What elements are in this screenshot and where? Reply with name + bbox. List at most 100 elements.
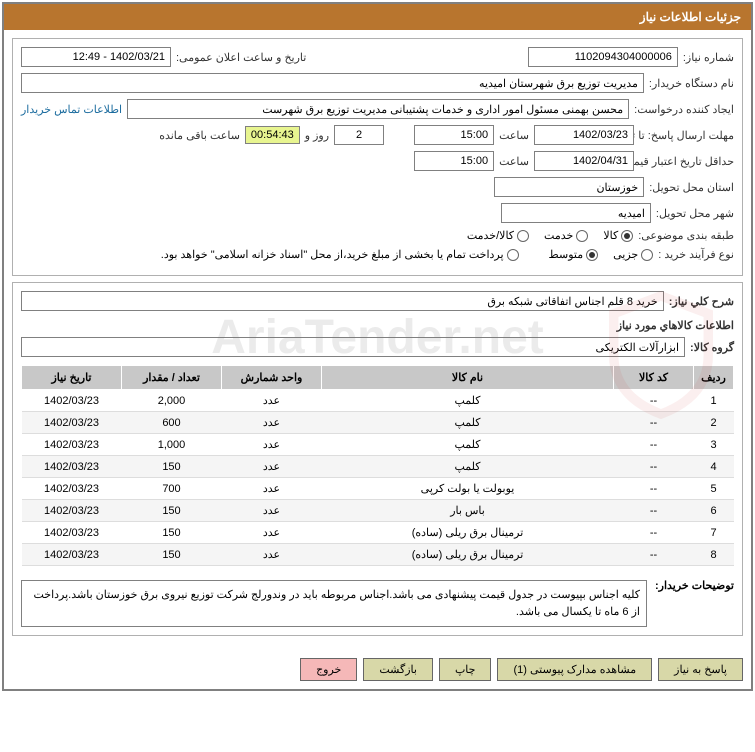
group-label: گروه کالا:: [690, 341, 734, 354]
table-cell: 1402/03/23: [22, 522, 122, 544]
table-cell: عدد: [222, 434, 322, 456]
time-label-2: ساعت: [499, 155, 529, 168]
table-cell: کلمپ: [322, 390, 614, 412]
credit-label: حداقل تاریخ اعتبار قیمت: تا تاریخ:: [639, 155, 734, 168]
th-date: تاریخ نیاز: [22, 366, 122, 390]
contact-link[interactable]: اطلاعات تماس خریدار: [21, 103, 122, 116]
table-cell: 2: [694, 412, 734, 434]
radio-icon: [641, 249, 653, 261]
buyer-dev-label: نام دستگاه خریدار:: [649, 77, 734, 90]
table-cell: 150: [122, 500, 222, 522]
radio-kala[interactable]: کالا: [603, 229, 633, 242]
notes-field: کلیه اجناس بپیوست در جدول قیمت پیشنهادی …: [21, 580, 647, 627]
table-cell: 2,000: [122, 390, 222, 412]
radio-medium[interactable]: متوسط: [549, 248, 599, 261]
print-button[interactable]: چاپ: [439, 658, 492, 681]
radio-icon: [507, 249, 519, 261]
radio-icon: [517, 230, 529, 242]
radio-icon: [586, 249, 598, 261]
table-cell: 1402/03/23: [22, 478, 122, 500]
table-cell: عدد: [222, 544, 322, 566]
exit-button[interactable]: خروج: [300, 658, 357, 681]
table-cell: عدد: [222, 478, 322, 500]
table-cell: 1402/03/23: [22, 390, 122, 412]
credit-time-field: 15:00: [414, 151, 494, 171]
table-row: 8--ترمینال برق ریلی (ساده)عدد1501402/03/…: [22, 544, 734, 566]
announce-label: تاریخ و ساعت اعلان عمومی:: [176, 51, 306, 64]
main-form-section: شماره نیاز: 1102094304000006 تاریخ و ساع…: [12, 38, 743, 276]
th-unit: واحد شمارش: [222, 366, 322, 390]
table-cell: عدد: [222, 522, 322, 544]
deadline-label: مهلت ارسال پاسخ: تا تاریخ:: [639, 129, 734, 142]
credit-date-field: 1402/04/31: [534, 151, 634, 171]
goods-table: ردیف کد کالا نام کالا واحد شمارش تعداد /…: [21, 365, 734, 566]
goods-info-title: اطلاعات کالاهاي مورد نياز: [21, 319, 734, 332]
th-row: ردیف: [694, 366, 734, 390]
table-cell: 4: [694, 456, 734, 478]
th-code: کد کالا: [614, 366, 694, 390]
radio-icon: [576, 230, 588, 242]
table-cell: 1,000: [122, 434, 222, 456]
table-row: 1--کلمپعدد2,0001402/03/23: [22, 390, 734, 412]
table-cell: --: [614, 500, 694, 522]
table-cell: عدد: [222, 500, 322, 522]
deadline-date-field: 1402/03/23: [534, 125, 634, 145]
table-cell: 150: [122, 456, 222, 478]
city-field: امیدیه: [501, 203, 651, 223]
table-row: 2--کلمپعدد6001402/03/23: [22, 412, 734, 434]
radio-khedmat[interactable]: خدمت: [544, 229, 588, 242]
table-cell: 1: [694, 390, 734, 412]
checkbox-payment[interactable]: پرداخت تمام يا بخشی از مبلغ خريد،از محل …: [161, 248, 519, 261]
deadline-time-field: 15:00: [414, 125, 494, 145]
table-cell: باس بار: [322, 500, 614, 522]
table-cell: عدد: [222, 390, 322, 412]
buyer-dev-field: مدیریت توزیع برق شهرستان امیدیه: [21, 73, 644, 93]
requester-label: ایجاد کننده درخواست:: [634, 103, 734, 116]
countdown-timer: 00:54:43: [245, 126, 300, 144]
respond-button[interactable]: پاسخ به نیاز: [658, 658, 743, 681]
table-cell: 150: [122, 522, 222, 544]
table-cell: --: [614, 434, 694, 456]
th-qty: تعداد / مقدار: [122, 366, 222, 390]
table-cell: کلمپ: [322, 434, 614, 456]
table-cell: --: [614, 456, 694, 478]
summary-field: خرید 8 قلم اجناس اتفاقاتی شبکه برق: [21, 291, 664, 311]
back-button[interactable]: بازگشت: [363, 658, 433, 681]
table-cell: --: [614, 390, 694, 412]
table-cell: کلمپ: [322, 412, 614, 434]
attachments-button[interactable]: مشاهده مدارک پیوستی (1): [497, 658, 652, 681]
requester-field: محسن بهمنی مسئول امور اداری و خدمات پشتی…: [127, 99, 629, 119]
table-cell: عدد: [222, 412, 322, 434]
radio-kalakhedmat[interactable]: کالا/خدمت: [467, 229, 529, 242]
province-field: خوزستان: [494, 177, 644, 197]
goods-section: شرح کلي نياز: خرید 8 قلم اجناس اتفاقاتی …: [12, 282, 743, 636]
summary-label: شرح کلي نياز:: [669, 295, 734, 308]
table-cell: 3: [694, 434, 734, 456]
table-cell: 1402/03/23: [22, 500, 122, 522]
table-cell: 6: [694, 500, 734, 522]
table-cell: --: [614, 544, 694, 566]
radio-icon: [621, 230, 633, 242]
radio-kala-label: کالا: [603, 229, 618, 242]
days-field: 2: [334, 125, 384, 145]
table-cell: 1402/03/23: [22, 434, 122, 456]
time-label-1: ساعت: [499, 129, 529, 142]
table-cell: 7: [694, 522, 734, 544]
radio-medium-label: متوسط: [549, 248, 584, 261]
table-cell: 150: [122, 544, 222, 566]
table-row: 7--ترمینال برق ریلی (ساده)عدد1501402/03/…: [22, 522, 734, 544]
need-no-label: شماره نیاز:: [683, 51, 734, 64]
days-label: روز و: [305, 129, 329, 142]
category-label: طبقه بندی موضوعی:: [638, 229, 734, 242]
table-cell: ترمینال برق ریلی (ساده): [322, 544, 614, 566]
province-label: استان محل تحویل:: [649, 181, 734, 194]
table-cell: --: [614, 412, 694, 434]
table-row: 4--کلمپعدد1501402/03/23: [22, 456, 734, 478]
radio-small[interactable]: جزیی: [613, 248, 653, 261]
table-cell: کلمپ: [322, 456, 614, 478]
process-label: نوع فرآیند خرید :: [658, 248, 734, 261]
page-title: جزئیات اطلاعات نیاز: [4, 4, 751, 30]
announce-field: 1402/03/21 - 12:49: [21, 47, 171, 67]
city-label: شهر محل تحویل:: [656, 207, 734, 220]
table-row: 3--کلمپعدد1,0001402/03/23: [22, 434, 734, 456]
